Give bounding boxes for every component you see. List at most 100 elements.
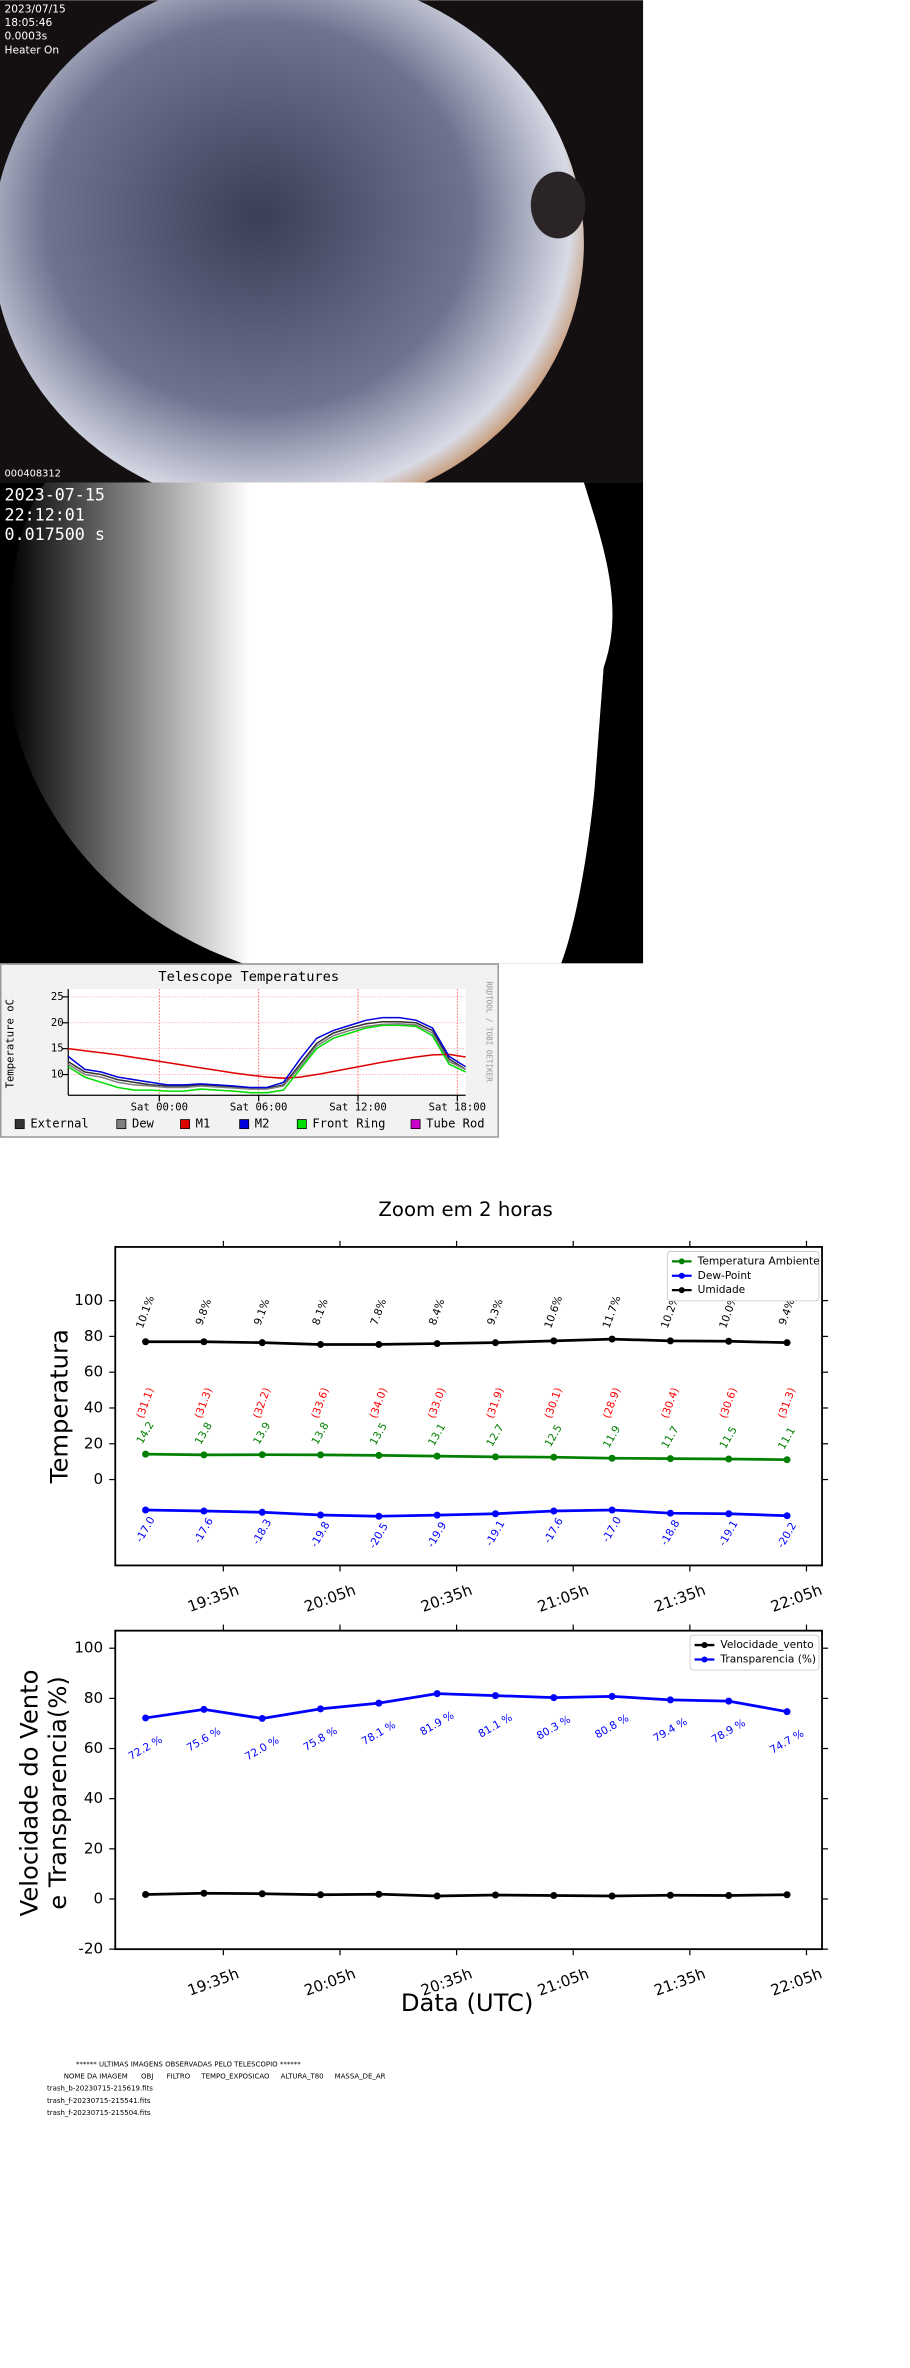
series-line (145, 1692, 788, 1720)
x-tick-label: 21:05h (535, 1581, 591, 1616)
data-label: -20.2 (774, 1520, 799, 1550)
data-label: 75.6 % (184, 1724, 223, 1754)
series-line (145, 1891, 788, 1898)
camera-status: Heater On (5, 43, 60, 56)
data-point (317, 1340, 325, 1348)
series-line (145, 1337, 788, 1346)
list-file: trash_f-20230715-215541.fits (47, 2097, 151, 2105)
series-line (145, 1508, 788, 1518)
annotation: (33.6) (308, 1386, 331, 1420)
x-tick-label: 21:35h (652, 1581, 708, 1616)
series-line (67, 1023, 466, 1090)
data-point (666, 1455, 674, 1463)
data-point (433, 1690, 441, 1698)
plot-frame (114, 1246, 823, 1567)
legend-swatch (116, 1119, 127, 1130)
y-tick-label: 15 (51, 1042, 64, 1055)
legend-label: External (30, 1117, 88, 1131)
x-tick-label: Sat 00:00 (131, 1100, 189, 1113)
series-line (68, 1047, 466, 1079)
data-point (491, 1453, 499, 1461)
data-point (491, 1891, 499, 1899)
list-file: trash_b-20230715-215619.fits (47, 2085, 153, 2093)
x-tick-label: Sat 06:00 (230, 1100, 288, 1113)
y-tick-label: 40 (84, 1789, 103, 1807)
data-point (608, 1454, 616, 1462)
data-label: 11.1 (775, 1425, 798, 1452)
annotation: (31.3) (775, 1386, 798, 1420)
data-point (433, 1452, 441, 1460)
data-point (608, 1506, 616, 1514)
data-point (317, 1705, 325, 1713)
plot-frame (114, 1629, 823, 1951)
y-tick-label: 40 (84, 1398, 103, 1416)
data-point (491, 1692, 499, 1700)
data-point (608, 1335, 616, 1343)
data-point (317, 1451, 325, 1459)
data-label: -17.0 (133, 1514, 158, 1544)
data-point (258, 1508, 266, 1516)
data-label: 79.4 % (651, 1715, 690, 1745)
data-point (783, 1512, 791, 1520)
annotation: (34.0) (367, 1386, 390, 1420)
x-tick-label: 21:05h (535, 1964, 591, 1999)
data-point (375, 1890, 383, 1898)
y-axis-label: Temperatura (45, 1329, 74, 1484)
data-label: -18.8 (657, 1517, 682, 1547)
annotation: 8.4% (426, 1297, 447, 1327)
legend-box (689, 1634, 820, 1671)
data-point (783, 1708, 791, 1716)
data-point (142, 1714, 150, 1722)
data-point (142, 1338, 150, 1346)
legend-marker (678, 1272, 685, 1279)
annotation: 9.1% (251, 1297, 272, 1327)
data-point (375, 1512, 383, 1520)
annotation: (30.4) (658, 1386, 681, 1420)
annotation: 10.1% (133, 1294, 157, 1330)
y-tick-label: 60 (84, 1739, 103, 1757)
data-point (200, 1451, 208, 1459)
y-axis-label: Velocidade do Vento (14, 1670, 43, 1917)
y-tick-label: 80 (84, 1327, 103, 1345)
data-point (200, 1338, 208, 1346)
data-point (725, 1697, 733, 1705)
legend-swatch (410, 1119, 421, 1130)
y-tick-label: 100 (74, 1291, 103, 1309)
data-label: 12.5 (542, 1422, 565, 1449)
data-label: 13.1 (425, 1421, 448, 1448)
legend-label: Transparencia (%) (719, 1652, 816, 1665)
data-label: 13.8 (192, 1420, 215, 1447)
side-text: RRDTOOL / TOBI OETIKER (484, 981, 493, 1082)
y-tick-label: 20 (84, 1434, 103, 1452)
data-point (375, 1451, 383, 1459)
sky-dome (0, 0, 584, 513)
x-tick-label: 21:35h (652, 1964, 708, 1999)
data-label: -19.8 (308, 1519, 333, 1549)
data-label: -19.1 (716, 1518, 741, 1548)
data-point (550, 1694, 558, 1702)
camera-exposure: 0.0003s (5, 30, 48, 43)
data-label: 74.7 % (767, 1727, 806, 1757)
data-point (258, 1714, 266, 1722)
data-point (142, 1450, 150, 1458)
data-label: 11.5 (717, 1424, 740, 1451)
data-point (666, 1509, 674, 1517)
data-label: -19.9 (424, 1519, 449, 1549)
annotation: (32.2) (250, 1386, 273, 1420)
data-label: -17.6 (541, 1515, 566, 1545)
data-label: 11.7 (658, 1424, 681, 1451)
data-point (258, 1451, 266, 1459)
data-label: 13.5 (367, 1420, 390, 1447)
data-point (725, 1510, 733, 1518)
data-label: 81.9 % (418, 1709, 457, 1739)
data-label: -20.5 (366, 1521, 391, 1551)
data-point (375, 1340, 383, 1348)
data-point (258, 1339, 266, 1347)
data-point (433, 1892, 441, 1900)
legend-label: Velocidade_vento (720, 1638, 813, 1651)
camera2-glow (8, 482, 613, 964)
data-label: 11.9 (600, 1423, 623, 1450)
data-label: -17.0 (599, 1514, 624, 1544)
data-label: 80.8 % (593, 1711, 632, 1741)
